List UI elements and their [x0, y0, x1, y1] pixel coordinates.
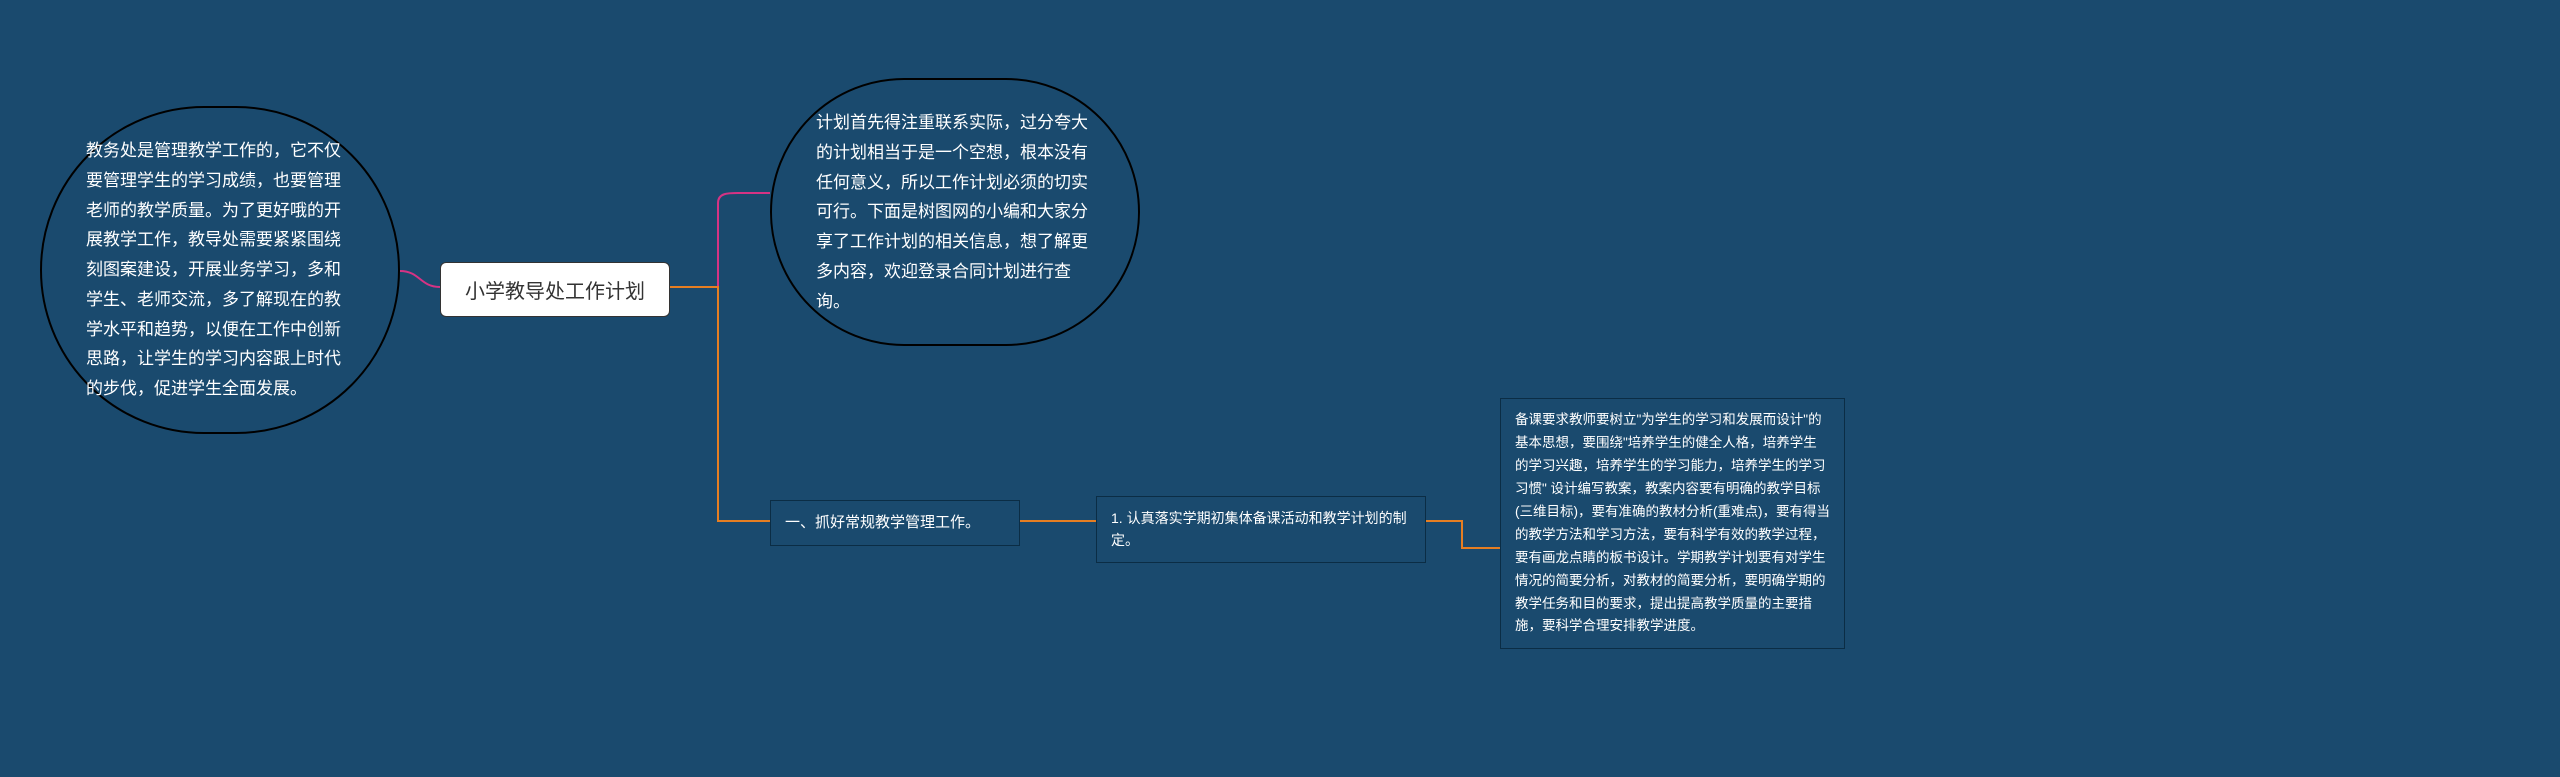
section-1-1-node[interactable]: 1. 认真落实学期初集体备课活动和教学计划的制定。 [1096, 496, 1426, 563]
mindmap-connectors [0, 0, 2560, 777]
edge-root-to-left [400, 271, 440, 287]
edge-root-to-section1 [670, 287, 770, 521]
edge-1-1-to-detail [1426, 521, 1500, 548]
section-1-node[interactable]: 一、抓好常规教学管理工作。 [770, 500, 1020, 546]
edge-root-to-topright [670, 193, 770, 287]
section-1-1-detail-node[interactable]: 备课要求教师要树立"为学生的学习和发展而设计"的基本思想，要围绕"培养学生的健全… [1500, 398, 1845, 649]
left-description-node[interactable]: 教务处是管理教学工作的，它不仅要管理学生的学习成绩，也要管理老师的教学质量。为了… [40, 106, 400, 434]
right-intro-node[interactable]: 计划首先得注重联系实际，过分夸大的计划相当于是一个空想，根本没有任何意义，所以工… [770, 78, 1140, 346]
root-node[interactable]: 小学教导处工作计划 [440, 262, 670, 317]
